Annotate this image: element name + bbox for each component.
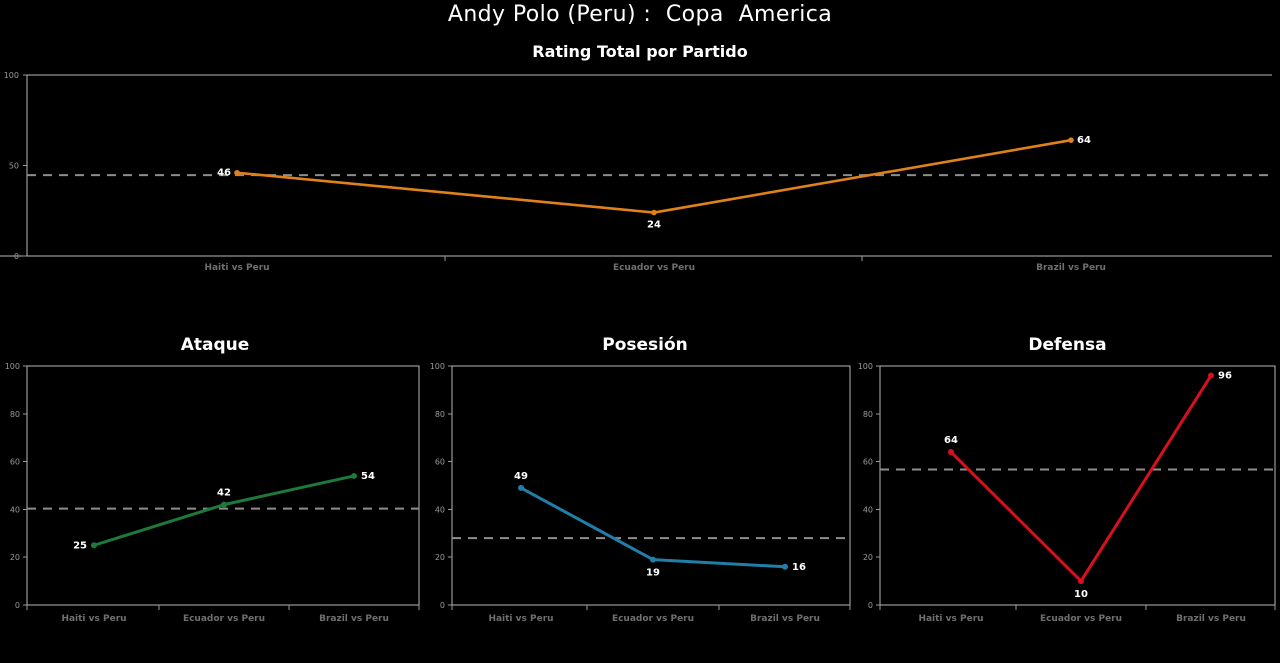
- chart-defensa: Defensa 0 20 40 60 80 100 64 10 96 Haiti vs Peru E…: [855, 335, 1280, 625]
- x-category-label: Brazil vs Peru: [319, 614, 389, 624]
- y-tick-label: 100: [430, 362, 445, 371]
- data-point[interactable]: [782, 563, 788, 570]
- page-subtitle: Rating Total por Partido: [532, 42, 748, 61]
- chart-defensa-title: Defensa: [1028, 335, 1107, 355]
- data-point[interactable]: [651, 209, 657, 216]
- y-tick-label: 20: [435, 553, 445, 562]
- y-tick-label: 20: [10, 553, 20, 562]
- data-point[interactable]: [1078, 578, 1084, 585]
- plot-frame: [451, 365, 851, 606]
- series-line-ataque: [92, 474, 356, 547]
- series-line-defensa: [949, 374, 1213, 583]
- data-point[interactable]: [351, 472, 357, 479]
- chart-posesion-svg: 0 20 40 60 80 100 49 19 16 Haiti vs Peru Ecuador v…: [430, 362, 851, 624]
- series-line-total: [235, 138, 1073, 214]
- y-tick-label: 100: [858, 362, 873, 371]
- data-point[interactable]: [91, 542, 97, 549]
- data-point[interactable]: [518, 484, 524, 491]
- x-category-label: Brazil vs Peru: [1176, 614, 1246, 624]
- data-point-label: 64: [1077, 135, 1091, 146]
- data-point-label: 42: [217, 488, 231, 499]
- x-category-label: Ecuador vs Peru: [613, 263, 695, 273]
- chart-ataque: Ataque 0 20 40 60 80 100 25 42 54 Haiti vs Peru Ec…: [0, 335, 430, 625]
- y-tick-label: 60: [863, 458, 873, 467]
- y-tick-label: 80: [435, 410, 445, 419]
- y-tick-label: 50: [9, 162, 19, 171]
- x-category-label: Haiti vs Peru: [918, 614, 983, 624]
- chart-posesion: Posesión 0 20 40 60 80 100 49 19 16 Haiti vs Peru…: [430, 335, 860, 625]
- y-tick-label: 100: [5, 362, 20, 371]
- y-tick-label: 80: [10, 410, 20, 419]
- y-tick-label: 0: [15, 601, 20, 610]
- y-tick-label: 40: [435, 505, 445, 514]
- data-point-label: 49: [514, 471, 528, 482]
- y-tick-label: 40: [863, 505, 873, 514]
- data-point-label: 19: [646, 568, 660, 579]
- y-tick-label: 60: [435, 458, 445, 467]
- x-category-label: Ecuador vs Peru: [1040, 614, 1122, 624]
- data-point-label: 54: [361, 471, 375, 482]
- plot-frame: [879, 365, 1276, 606]
- chart-ataque-svg: 0 20 40 60 80 100 25 42 54 Haiti vs Peru Ecuador v…: [5, 362, 420, 624]
- y-tick-label: 40: [10, 505, 20, 514]
- chart-rating-total: 0 50 100 46 24 64 Haiti vs Peru Ecuador vs Peru…: [0, 60, 1280, 280]
- x-category-label: Haiti vs Peru: [204, 263, 269, 273]
- chart-defensa-svg: 0 20 40 60 80 100 64 10 96 Haiti vs Peru Ecuador v…: [858, 362, 1276, 624]
- data-point[interactable]: [948, 449, 954, 456]
- y-tick-label: 20: [863, 553, 873, 562]
- y-tick-label: 0: [868, 601, 873, 610]
- x-category-label: Brazil vs Peru: [1036, 263, 1106, 273]
- y-tick-label: 0: [440, 601, 445, 610]
- y-tick-label: 60: [10, 458, 20, 467]
- chart-ataque-title: Ataque: [180, 335, 250, 355]
- data-point[interactable]: [1208, 372, 1214, 379]
- data-point[interactable]: [1068, 137, 1074, 143]
- y-tick-label: 80: [863, 410, 873, 419]
- data-point-label: 24: [647, 220, 661, 231]
- y-tick-label: 0: [14, 252, 19, 261]
- data-point-label: 46: [217, 168, 231, 179]
- data-point-label: 96: [1218, 371, 1232, 382]
- y-tick-label: 100: [4, 71, 19, 80]
- data-point[interactable]: [650, 556, 656, 563]
- data-point[interactable]: [221, 501, 227, 508]
- x-category-label: Brazil vs Peru: [750, 614, 820, 624]
- data-point-label: 10: [1074, 589, 1088, 600]
- x-category-label: Haiti vs Peru: [488, 614, 553, 624]
- data-point-label: 64: [944, 435, 958, 446]
- x-category-label: Ecuador vs Peru: [612, 614, 694, 624]
- x-category-label: Haiti vs Peru: [61, 614, 126, 624]
- plot-frame: [26, 365, 420, 606]
- page-title: Andy Polo (Peru) : Copa America: [447, 2, 833, 27]
- data-point-label: 25: [73, 540, 87, 551]
- data-point[interactable]: [234, 169, 240, 176]
- series-line-posesion: [519, 486, 787, 569]
- x-category-label: Ecuador vs Peru: [183, 614, 265, 624]
- chart-rating-total-svg: 0 50 100 46 24 64 Haiti vs Peru Ecuador vs Peru…: [0, 71, 1272, 273]
- data-point-label: 16: [792, 562, 806, 573]
- chart-posesion-title: Posesión: [602, 335, 688, 355]
